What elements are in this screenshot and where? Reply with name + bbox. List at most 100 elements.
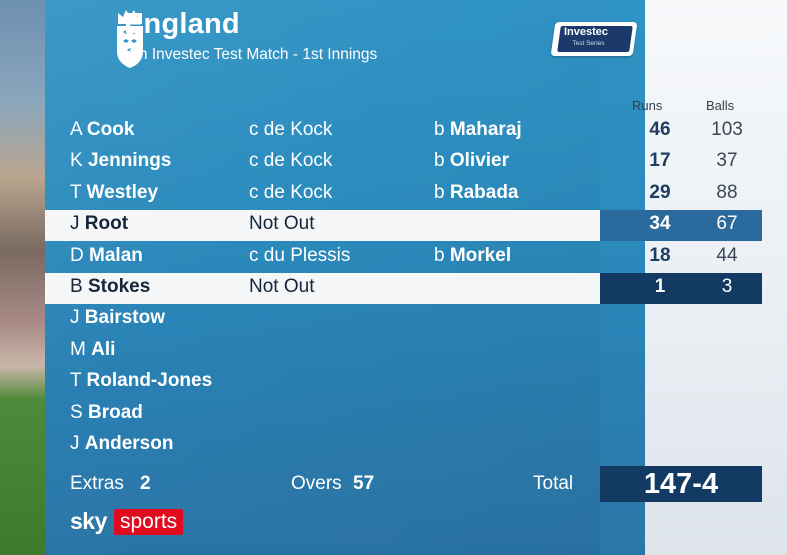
bowler-prefix: b xyxy=(434,150,445,172)
dismissal: Not Out xyxy=(249,276,315,297)
batter-surname: Bairstow xyxy=(84,307,166,329)
batter-name: T Westley xyxy=(70,182,158,204)
batter-row: D Malan c du Plessis b Morkel 18 44 xyxy=(45,242,762,273)
balls-column-header: Balls xyxy=(706,98,735,113)
batter-initial: B xyxy=(70,276,83,297)
batter-row: J Root Not Out 34 67 xyxy=(45,210,762,242)
batter-name: J Bairstow xyxy=(70,307,165,329)
batter-initial: J xyxy=(70,433,80,454)
balls-value: 67 xyxy=(716,213,738,235)
stat-cell-background xyxy=(600,430,762,461)
bowler-prefix: b xyxy=(434,119,445,140)
batter-name: J Root xyxy=(70,213,128,235)
investec-logo: Investec Test Series xyxy=(550,22,638,56)
balls-value: 3 xyxy=(721,276,733,297)
batter-name: J Anderson xyxy=(70,433,173,455)
batter-name: A Cook xyxy=(70,119,134,141)
runs-column-header: Runs xyxy=(632,98,663,113)
batter-initial: T xyxy=(70,181,82,203)
batter-initial: J xyxy=(70,213,80,235)
sports-wordmark: sports xyxy=(114,509,184,535)
batter-initial: T xyxy=(70,370,82,392)
batter-name: D Malan xyxy=(70,245,143,267)
batter-surname: Malan xyxy=(89,244,143,266)
batter-name: B Stokes xyxy=(70,276,150,298)
batter-name: S Broad xyxy=(70,402,143,424)
batter-row: J Bairstow xyxy=(45,304,762,335)
match-description: 4th Investec Test Match - 1st Innings xyxy=(126,46,378,63)
england-crest-icon xyxy=(117,10,143,68)
stat-cell-background xyxy=(600,304,762,335)
runs-value: 29 xyxy=(649,181,671,203)
bowler-credit: b Maharaj xyxy=(434,119,522,141)
batter-surname: Jennings xyxy=(87,150,172,172)
batter-initial: J xyxy=(70,307,80,329)
overs-value: 57 xyxy=(353,473,375,494)
batter-initial: K xyxy=(70,150,83,172)
batter-initial: A xyxy=(70,119,82,140)
balls-value: 37 xyxy=(716,150,738,172)
scorecard-header xyxy=(45,0,645,80)
bowler-name: Morkel xyxy=(449,244,512,266)
batter-row: T Westley c de Kock b Rabada 29 88 xyxy=(45,179,762,210)
batter-name: M Ali xyxy=(70,339,115,361)
batter-surname: Root xyxy=(84,213,129,235)
total-box xyxy=(600,466,762,502)
runs-value: 34 xyxy=(649,213,671,235)
stat-cell-background xyxy=(600,273,762,304)
batter-initial: M xyxy=(70,338,86,360)
stadium-background-left xyxy=(0,0,45,555)
balls-value: 44 xyxy=(716,244,738,266)
batter-initial: D xyxy=(70,244,84,266)
sky-sports-logo: sky sports xyxy=(70,508,190,536)
dismissal: c du Plessis xyxy=(249,244,351,266)
batter-row: M Ali xyxy=(45,336,762,367)
batter-surname: Cook xyxy=(86,119,135,140)
dismissal: c de Kock xyxy=(249,119,333,140)
runs-value: 17 xyxy=(649,150,671,172)
batter-surname: Westley xyxy=(86,181,159,203)
runs-value: 46 xyxy=(649,119,671,140)
batter-initial: S xyxy=(70,401,83,423)
extras-value: 2 xyxy=(140,473,151,494)
innings-summary: Extras 2 Overs 57 Total 147-4 xyxy=(45,466,762,502)
stat-cell-background xyxy=(600,336,762,367)
bowler-credit: b Rabada xyxy=(434,182,519,204)
bowler-credit: b Olivier xyxy=(434,150,509,172)
bowler-name: Maharaj xyxy=(449,119,522,140)
runs-value: 18 xyxy=(649,244,671,266)
batter-surname: Roland-Jones xyxy=(86,370,213,392)
stat-cell-background xyxy=(600,399,762,430)
extras-label: Extras xyxy=(70,473,124,494)
dismissal: c de Kock xyxy=(249,150,333,172)
balls-value: 88 xyxy=(716,181,738,203)
dismissal: c de Kock xyxy=(249,181,333,203)
team-name: England xyxy=(124,8,240,40)
panel-bottom-fade xyxy=(45,540,600,555)
batter-row: T Roland-Jones xyxy=(45,367,762,398)
stat-cell-background xyxy=(600,210,762,242)
batter-row: K Jennings c de Kock b Olivier 17 37 xyxy=(45,147,762,178)
batter-row: J Anderson xyxy=(45,430,762,461)
batter-surname: Broad xyxy=(87,401,143,423)
batter-name: T Roland-Jones xyxy=(70,370,212,392)
batter-surname: Stokes xyxy=(87,276,151,297)
batter-row: S Broad xyxy=(45,399,762,430)
sky-wordmark: sky xyxy=(70,508,107,534)
bowler-prefix: b xyxy=(434,244,445,266)
total-score: 147-4 xyxy=(643,468,719,500)
balls-value: 103 xyxy=(711,119,743,140)
dismissal: Not Out xyxy=(249,213,315,235)
total-label: Total xyxy=(533,473,574,494)
batter-row: A Cook c de Kock b Maharaj 46 103 xyxy=(45,116,762,147)
bowler-name: Olivier xyxy=(449,150,510,172)
runs-value: 1 xyxy=(654,276,666,297)
batter-row: B Stokes Not Out 1 3 xyxy=(45,273,762,304)
batter-name: K Jennings xyxy=(70,150,171,172)
bowler-name: Rabada xyxy=(449,181,519,203)
stat-cell-background xyxy=(600,367,762,398)
batter-surname: Ali xyxy=(91,338,116,360)
bowler-credit: b Morkel xyxy=(434,245,511,267)
batter-surname: Anderson xyxy=(84,433,174,454)
overs-label: Overs xyxy=(291,473,342,494)
